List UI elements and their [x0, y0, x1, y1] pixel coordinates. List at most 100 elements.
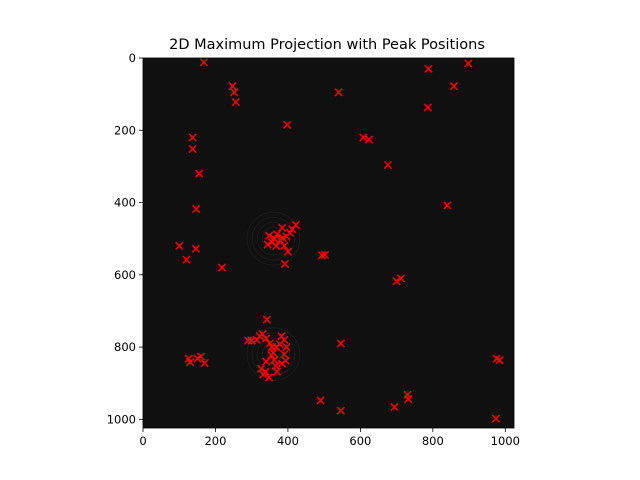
image-ring	[251, 216, 296, 261]
peak-marker-stroke	[230, 88, 239, 97]
peak-marker	[316, 396, 325, 405]
peak-marker-stroke	[184, 354, 193, 363]
peak-marker	[256, 364, 266, 373]
peak-marker	[424, 64, 433, 73]
peak-marker	[443, 201, 452, 210]
peak-marker	[182, 255, 191, 264]
peak-marker	[188, 133, 197, 142]
peak-marker-stroke	[191, 244, 201, 253]
peak-marker	[491, 414, 501, 423]
plot-frame	[142, 57, 515, 429]
peak-marker-stroke	[199, 58, 208, 67]
peak-marker-stroke	[320, 250, 330, 260]
peak-marker-stroke	[271, 361, 280, 370]
peak-marker-stroke	[185, 358, 195, 367]
peak-marker-stroke	[282, 342, 291, 352]
peak-marker	[280, 241, 289, 251]
peak-marker-stroke	[359, 133, 368, 142]
y-axis: 0 200 400 600 800 1000	[107, 51, 143, 426]
peak-marker	[423, 103, 432, 112]
y-tick-label: 1000	[107, 412, 136, 426]
x-tick-label: 200	[204, 434, 226, 448]
peak-marker-stroke	[280, 259, 290, 269]
peak-marker	[259, 370, 268, 379]
peak-marker-stroke	[336, 406, 345, 415]
chart-title: 2D Maximum Projection with Peak Position…	[169, 37, 485, 53]
image-ring	[251, 332, 296, 377]
peak-marker	[200, 358, 209, 368]
peak-marker-stroke	[424, 64, 433, 73]
peak-marker-stroke	[258, 329, 267, 339]
peak-marker	[320, 250, 330, 260]
peak-marker	[495, 355, 504, 365]
peak-marker	[359, 133, 368, 142]
peak-marker	[267, 350, 276, 360]
peak-marker	[278, 233, 287, 243]
peak-marker-stroke	[263, 240, 272, 249]
peak-marker	[392, 277, 401, 286]
peak-marker	[449, 82, 458, 91]
peak-marker-stroke	[392, 277, 401, 286]
peak-marker-stroke	[192, 204, 201, 214]
peak-marker-stroke	[262, 315, 272, 324]
peak-marker-stroke	[280, 350, 289, 359]
peak-marker-stroke	[182, 255, 191, 264]
peak-marker-stroke	[404, 394, 413, 404]
peak-marker	[262, 357, 271, 366]
peak-marker-stroke	[217, 263, 227, 272]
peak-marker	[291, 220, 301, 230]
peak-marker	[334, 88, 343, 97]
peak-marker-stroke	[291, 220, 301, 230]
peak-marker-stroke	[283, 120, 292, 129]
peak-marker	[336, 339, 345, 348]
y-tick-label: 400	[114, 196, 136, 210]
y-tick-label: 200	[114, 123, 136, 137]
peak-marker-stroke	[196, 352, 206, 361]
peak-marker-stroke	[228, 82, 237, 91]
peak-marker	[264, 373, 274, 382]
peak-marker-stroke	[423, 103, 432, 112]
peak-marker	[185, 358, 195, 367]
peak-marker	[282, 342, 291, 352]
image-ring	[246, 327, 301, 382]
peak-marker	[280, 350, 289, 359]
peak-marker	[192, 204, 201, 214]
x-tick-label: 1000	[491, 434, 520, 448]
peak-marker-stroke	[449, 82, 458, 91]
peak-marker	[364, 135, 374, 144]
y-tick-label: 800	[114, 340, 136, 354]
peak-marker	[217, 263, 227, 272]
peak-marker-stroke	[264, 231, 274, 240]
peak-marker	[283, 247, 293, 256]
peak-marker-stroke	[262, 357, 271, 366]
y-tick-label: 600	[114, 268, 136, 282]
peak-marker-stroke	[334, 88, 343, 97]
peak-marker	[396, 274, 406, 283]
peak-marker-stroke	[492, 354, 501, 363]
projection-image	[143, 58, 514, 428]
image-ring	[256, 337, 291, 372]
peak-marker-stroke	[491, 414, 501, 423]
peak-marker	[196, 352, 206, 361]
peak-marker-stroke	[231, 97, 240, 107]
peak-marker-stroke	[443, 201, 452, 210]
peak-marker	[277, 223, 287, 232]
peak-marker-stroke	[195, 169, 204, 178]
peak-marker-stroke	[272, 367, 282, 376]
peak-marker-stroke	[280, 241, 289, 251]
peak-marker	[272, 342, 281, 352]
peak-marker-stroke	[259, 370, 268, 379]
image-ring	[246, 211, 301, 266]
peak-marker-stroke	[272, 241, 281, 251]
peak-marker	[271, 361, 280, 370]
peak-marker-stroke	[265, 339, 274, 348]
peak-marker-stroke	[264, 373, 274, 382]
peak-marker	[272, 367, 282, 376]
peak-marker-stroke	[383, 160, 393, 170]
peak-marker	[175, 241, 184, 251]
peak-marker	[272, 241, 281, 251]
peak-marker-stroke	[316, 396, 325, 405]
peak-marker	[188, 144, 197, 154]
peak-marker-stroke	[256, 364, 266, 373]
peak-marker	[272, 230, 282, 239]
